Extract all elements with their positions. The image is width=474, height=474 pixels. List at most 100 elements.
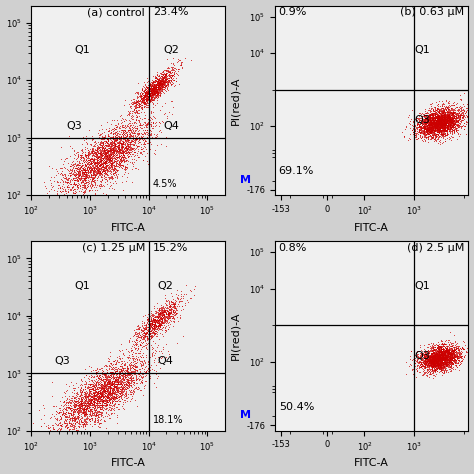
- Point: [435, 120, 442, 128]
- Point: [97, 383, 104, 391]
- Point: [82, 395, 90, 403]
- Point: [86, 385, 93, 392]
- Point: [434, 130, 442, 138]
- Point: [66, 178, 74, 185]
- Point: [163, 73, 170, 81]
- Point: [158, 75, 166, 82]
- Point: [108, 146, 115, 154]
- Point: [97, 406, 104, 413]
- Point: [434, 121, 441, 129]
- Point: [103, 155, 110, 162]
- Point: [428, 115, 436, 123]
- Point: [148, 89, 156, 97]
- Point: [435, 349, 443, 356]
- Point: [94, 390, 101, 397]
- Point: [104, 154, 112, 162]
- Point: [430, 362, 438, 369]
- Point: [142, 324, 149, 332]
- Point: [100, 378, 108, 386]
- Point: [125, 136, 133, 143]
- Point: [81, 385, 89, 393]
- Point: [457, 345, 465, 352]
- Point: [134, 125, 141, 132]
- Point: [425, 120, 432, 128]
- Point: [431, 134, 439, 141]
- Point: [437, 110, 445, 118]
- Point: [422, 128, 430, 135]
- Point: [443, 113, 451, 121]
- Point: [434, 360, 442, 367]
- Point: [102, 148, 110, 155]
- Point: [124, 138, 132, 146]
- Point: [446, 112, 454, 120]
- Point: [460, 345, 467, 352]
- Point: [117, 392, 125, 400]
- Point: [148, 350, 156, 357]
- Point: [150, 321, 158, 328]
- Point: [121, 136, 128, 143]
- Point: [133, 89, 141, 97]
- Point: [87, 158, 94, 166]
- Point: [426, 363, 433, 371]
- Point: [143, 90, 151, 98]
- Point: [148, 89, 156, 97]
- Point: [51, 433, 59, 441]
- Point: [133, 385, 141, 392]
- Point: [160, 73, 168, 80]
- Point: [102, 155, 109, 162]
- Point: [440, 111, 447, 119]
- Point: [431, 343, 439, 351]
- Point: [69, 421, 77, 428]
- Point: [451, 356, 458, 363]
- Point: [425, 363, 432, 371]
- Point: [113, 411, 121, 419]
- Point: [431, 353, 438, 361]
- Point: [141, 99, 149, 107]
- Point: [137, 109, 145, 116]
- Point: [93, 170, 100, 177]
- Point: [100, 147, 108, 155]
- Point: [432, 128, 440, 135]
- Point: [117, 146, 125, 153]
- Point: [96, 379, 103, 386]
- Point: [150, 81, 157, 88]
- Point: [109, 146, 117, 154]
- Point: [438, 359, 446, 367]
- Point: [136, 149, 143, 156]
- Point: [167, 306, 175, 314]
- Point: [446, 118, 453, 126]
- Point: [158, 315, 165, 323]
- Point: [73, 177, 81, 185]
- Point: [105, 150, 113, 157]
- Point: [137, 98, 145, 106]
- Point: [68, 394, 75, 401]
- Point: [435, 343, 442, 351]
- Point: [448, 110, 456, 118]
- Point: [109, 385, 117, 393]
- Point: [424, 355, 431, 362]
- Point: [436, 345, 443, 352]
- Point: [445, 117, 453, 124]
- Point: [98, 387, 105, 394]
- Point: [163, 75, 171, 83]
- Point: [89, 178, 97, 185]
- Point: [92, 411, 100, 419]
- Point: [449, 346, 457, 354]
- Point: [172, 301, 179, 308]
- Point: [164, 309, 172, 316]
- Point: [430, 130, 438, 138]
- Point: [110, 381, 118, 389]
- Point: [447, 104, 455, 112]
- Point: [84, 148, 92, 155]
- Point: [65, 167, 73, 174]
- Point: [455, 111, 462, 119]
- Point: [85, 391, 93, 399]
- Point: [124, 382, 132, 389]
- Point: [140, 96, 147, 104]
- Point: [81, 400, 88, 408]
- Point: [112, 375, 119, 383]
- Point: [447, 112, 454, 120]
- Point: [80, 168, 87, 175]
- Point: [124, 390, 132, 397]
- Point: [92, 169, 100, 176]
